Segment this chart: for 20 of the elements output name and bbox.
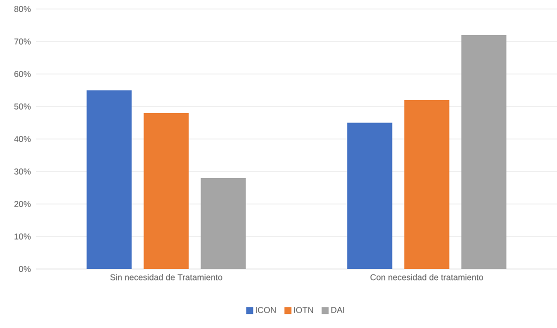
- x-tick-label: Con necesidad de tratamiento: [370, 274, 484, 280]
- bar: [144, 112, 189, 269]
- legend-label: ICON: [256, 306, 276, 313]
- y-tick-label: 10%: [14, 233, 31, 240]
- y-tick-label: 50%: [14, 103, 31, 110]
- bar: [200, 178, 246, 269]
- y-tick-label: 60%: [14, 70, 31, 77]
- x-tick-label: Sin necesidad de Tratamiento: [110, 274, 222, 280]
- y-tick-label: 40%: [14, 136, 31, 142]
- y-tick-label: 70%: [14, 38, 31, 44]
- legend-label: DAI: [331, 307, 344, 313]
- y-tick-label: 20%: [14, 200, 31, 207]
- y-tick-label: 0%: [19, 266, 31, 272]
- bar: [404, 100, 450, 269]
- bar: [461, 34, 506, 269]
- y-tick-label: 30%: [14, 168, 31, 174]
- bar: [86, 90, 132, 269]
- legend-label: IOTN: [294, 306, 314, 313]
- y-tick-label: 80%: [14, 6, 31, 12]
- bar: [347, 122, 392, 269]
